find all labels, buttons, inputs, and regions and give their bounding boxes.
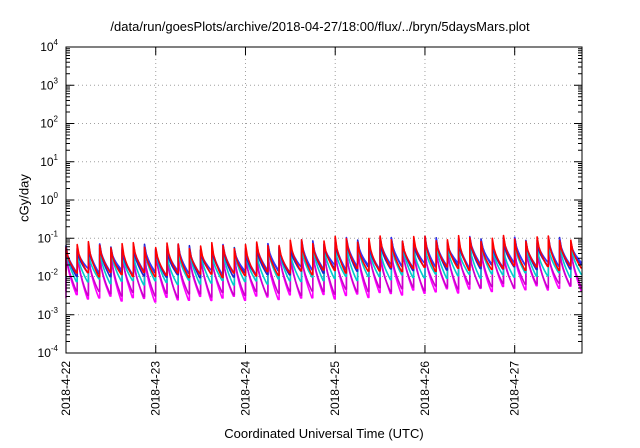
y-tick-label: 104 <box>40 38 58 54</box>
x-tick-label: 2018-4-25 <box>328 361 342 416</box>
x-tick-label: 2018-4-26 <box>418 361 432 416</box>
y-tick-label: 102 <box>40 115 58 131</box>
y-tick-label: 10-4 <box>38 344 59 360</box>
axes: 10-4 10-3 10-2 10-1 100 101 102 103 104 2018-4-22… <box>38 38 582 416</box>
y-tick-label: 100 <box>40 191 58 207</box>
x-tick-label: 2018-4-27 <box>508 361 522 416</box>
y-tick-label: 10-3 <box>38 306 59 322</box>
series-line <box>65 240 582 286</box>
y-tick-label: 101 <box>40 153 58 169</box>
plot-frame <box>65 46 583 354</box>
y-tick-label: 103 <box>40 76 58 92</box>
x-tick-label: 2018-4-24 <box>238 361 252 416</box>
y-tick-label: 10-2 <box>38 268 59 284</box>
x-tick-label: 2018-4-23 <box>149 361 163 416</box>
x-axis-label: Coordinated Universal Time (UTC) <box>224 426 424 441</box>
series-group <box>65 234 582 303</box>
y-tick-label: 10-1 <box>38 229 59 245</box>
grid <box>66 47 582 353</box>
x-tick-label: 2018-4-22 <box>59 361 73 416</box>
series-line <box>65 234 582 279</box>
series-line <box>65 246 582 299</box>
chart-title: /data/run/goesPlots/archive/2018-04-27/1… <box>110 19 530 34</box>
